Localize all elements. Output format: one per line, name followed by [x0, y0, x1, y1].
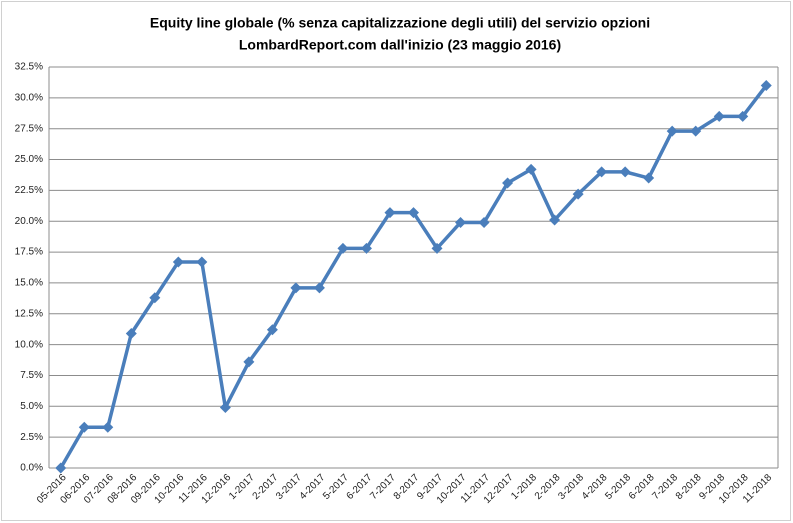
y-tick-label: 20.0%	[15, 216, 43, 227]
marker	[666, 125, 678, 137]
marker	[360, 242, 372, 254]
marker	[431, 242, 443, 254]
marker	[572, 188, 584, 200]
marker	[290, 282, 302, 294]
y-tick-label: 10.0%	[15, 339, 43, 350]
y-tick-label: 17.5%	[15, 247, 43, 258]
y-tick-label: 30.0%	[15, 92, 43, 103]
marker	[455, 216, 467, 228]
y-tick-label: 2.5%	[20, 432, 43, 443]
marker	[525, 163, 537, 175]
marker	[549, 214, 561, 226]
y-tick-label: 5.0%	[20, 401, 43, 412]
marker	[502, 177, 514, 189]
y-tick-label: 7.5%	[20, 370, 43, 381]
y-tick-label: 15.0%	[15, 278, 43, 289]
marker	[102, 421, 114, 433]
marker	[219, 402, 231, 414]
marker	[478, 216, 490, 228]
y-tick-label: 0.0%	[20, 463, 43, 474]
marker	[313, 282, 325, 294]
marker	[643, 172, 655, 184]
marker	[55, 462, 67, 474]
marker	[196, 256, 208, 268]
marker	[172, 256, 184, 268]
marker	[78, 421, 90, 433]
y-tick-label: 32.5%	[15, 62, 43, 73]
marker	[619, 166, 631, 178]
marker	[149, 292, 161, 304]
y-tick-label: 22.5%	[15, 185, 43, 196]
marker	[596, 166, 608, 178]
chart-title: LombardReport.com dall'inizio (23 maggio…	[239, 37, 561, 53]
y-tick-label: 12.5%	[15, 308, 43, 319]
marker	[408, 207, 419, 219]
marker	[713, 110, 725, 122]
marker	[760, 80, 772, 92]
marker	[384, 207, 396, 219]
marker	[737, 110, 749, 122]
marker	[243, 356, 255, 368]
y-tick-label: 27.5%	[15, 123, 43, 134]
marker	[690, 125, 702, 137]
y-tick-label: 25.0%	[15, 154, 43, 165]
marker	[125, 328, 137, 340]
marker	[266, 324, 278, 336]
chart-title: Equity line globale (% senza capitalizza…	[150, 15, 650, 31]
marker	[337, 242, 349, 254]
